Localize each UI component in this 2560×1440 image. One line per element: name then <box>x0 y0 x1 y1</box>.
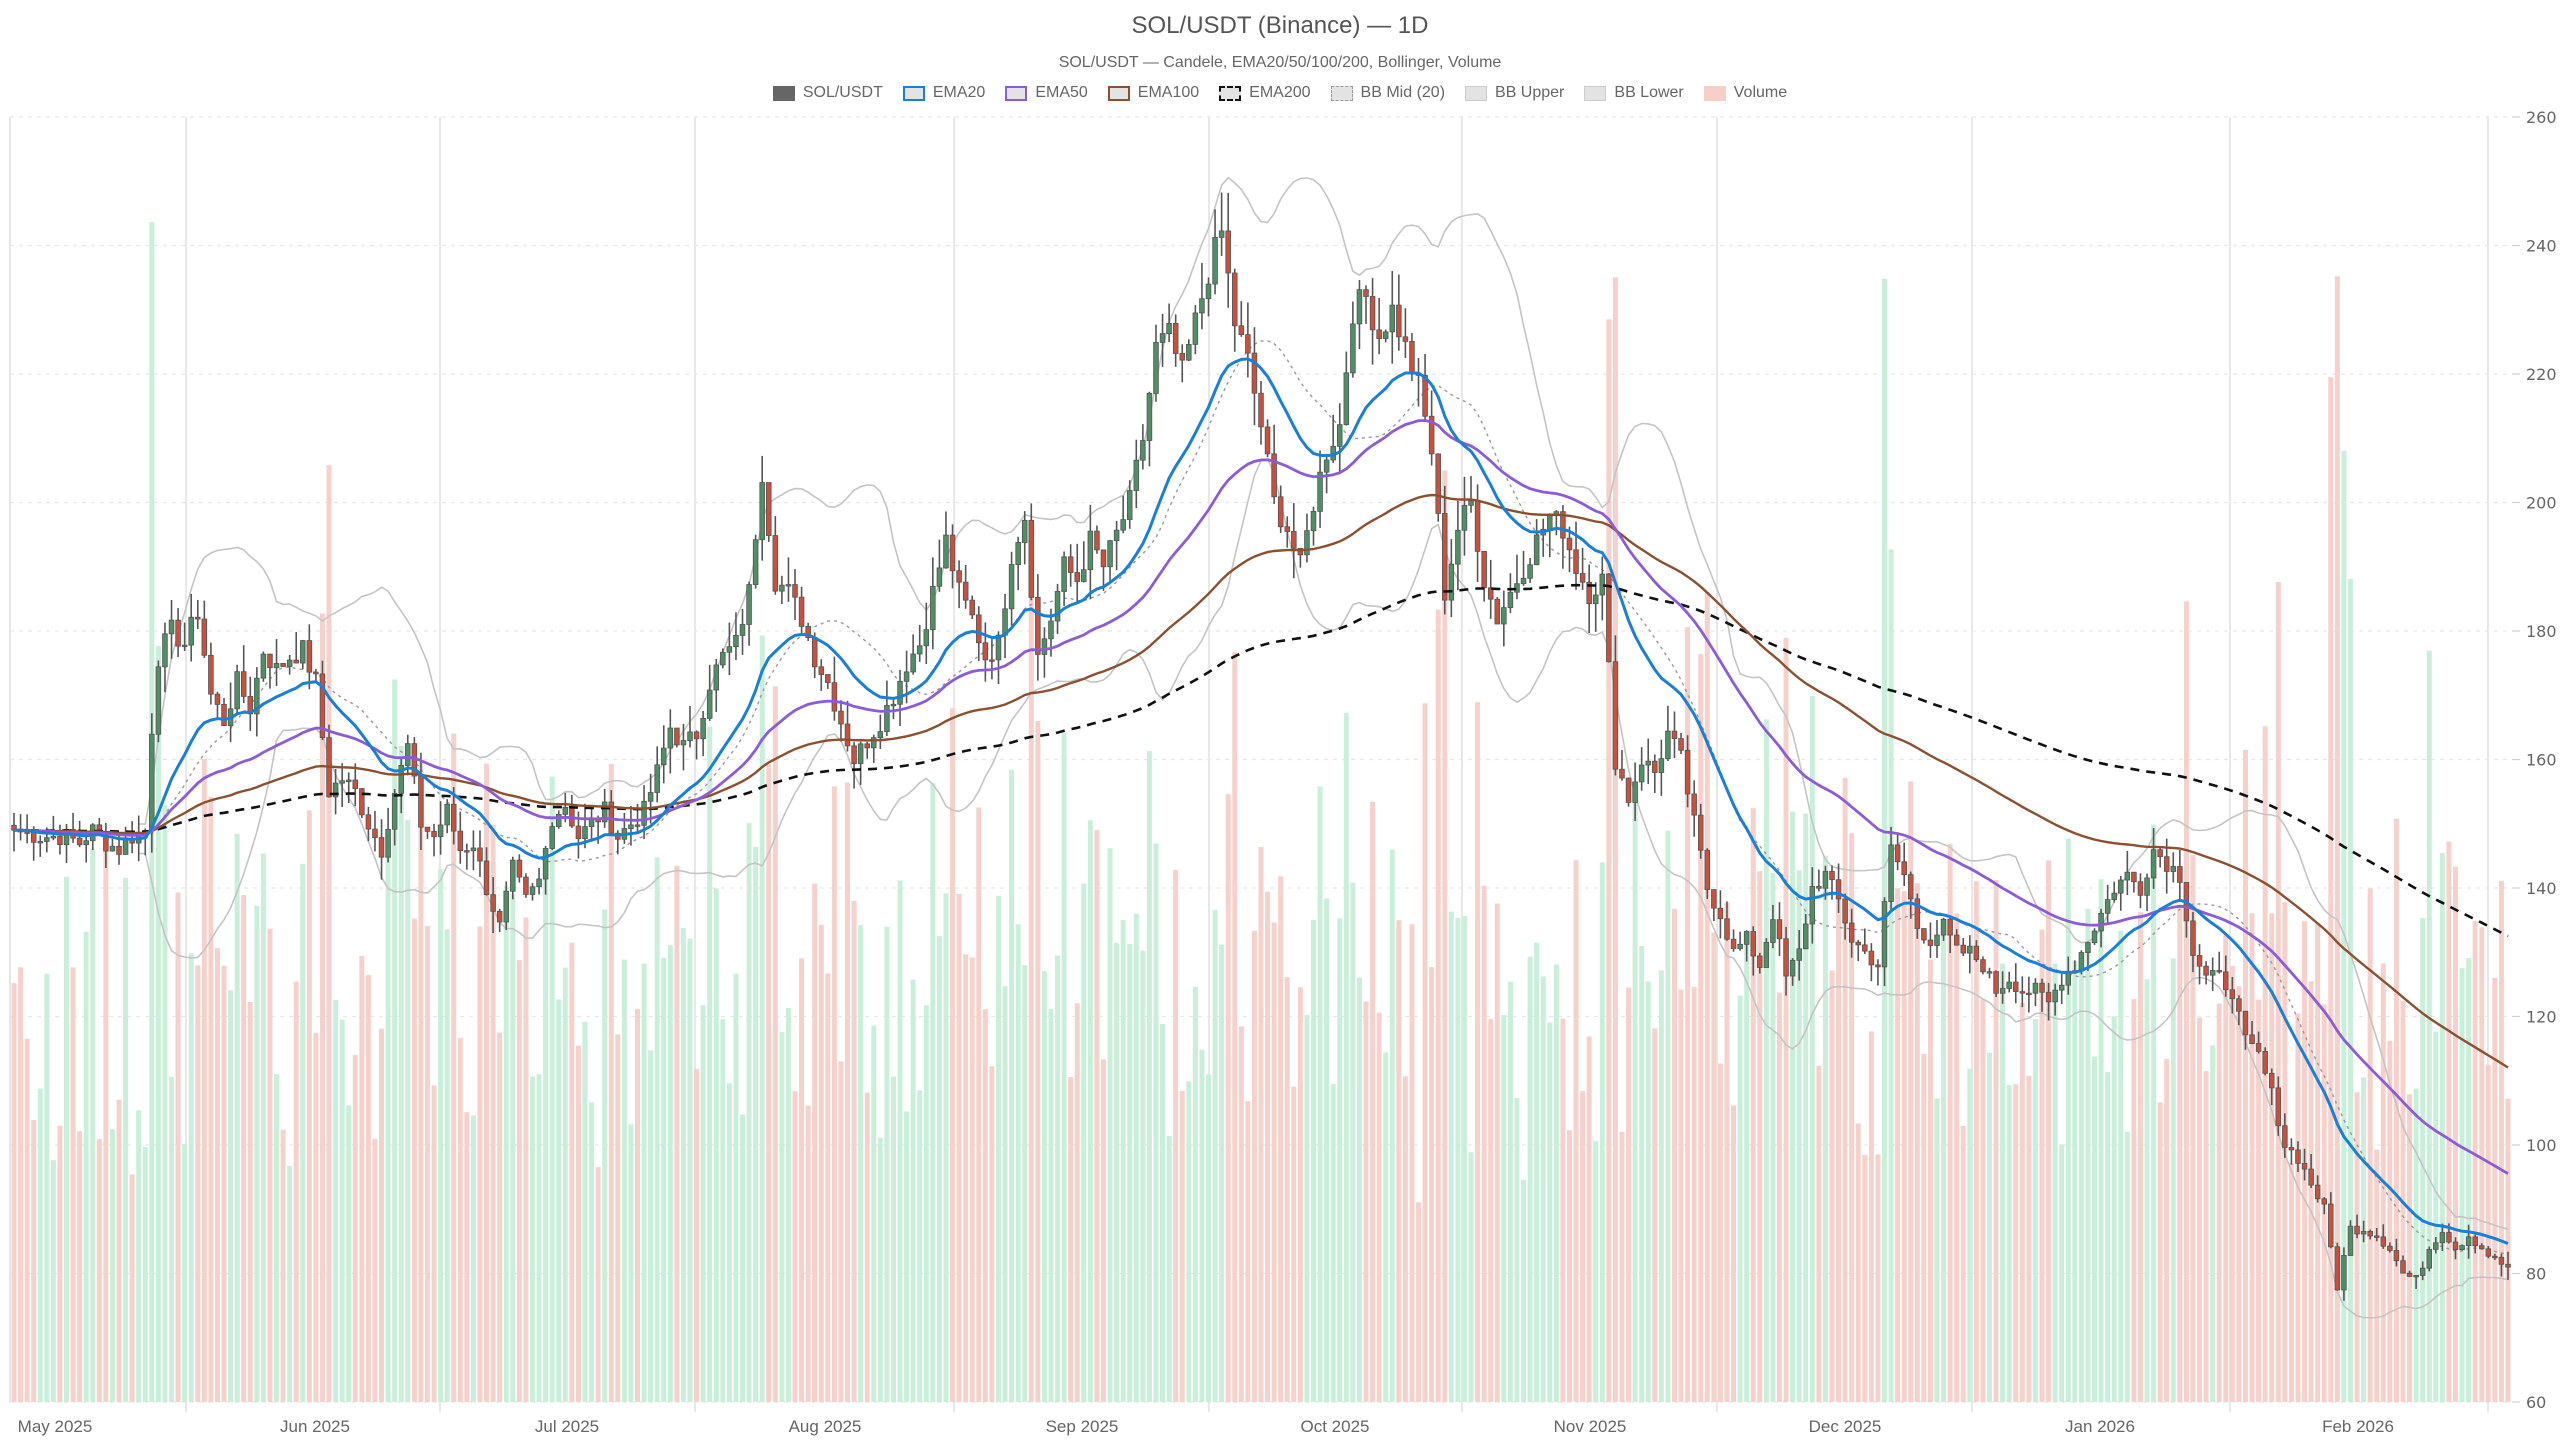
candles-swatch-icon <box>772 85 795 101</box>
legend-item-ema100[interactable]: EMA100 <box>1107 84 1200 102</box>
y-tick-label: 120 <box>2526 1008 2557 1027</box>
legend-label: BB Lower <box>1614 84 1684 101</box>
legend-label: EMA50 <box>1035 84 1088 101</box>
legend-item-ema200[interactable]: EMA200 <box>1219 84 1311 102</box>
y-tick-label: 240 <box>2526 237 2557 256</box>
legend-item-bblow[interactable]: BB Lower <box>1584 84 1684 102</box>
chart-subtitle: SOL/USDT — Candele, EMA20/50/100/200, Bo… <box>1058 54 1502 71</box>
ema20-swatch-icon <box>902 85 925 101</box>
x-tick-label: Jul 2025 <box>535 1417 599 1436</box>
x-tick-label: Nov 2025 <box>1554 1417 1627 1436</box>
bbup-swatch-icon <box>1465 85 1488 101</box>
x-tick-label: Oct 2025 <box>1301 1417 1370 1436</box>
legend-label: EMA200 <box>1249 84 1311 101</box>
bb-lower-line <box>138 458 2509 1319</box>
legend-item-ema20[interactable]: EMA20 <box>902 84 986 102</box>
x-tick-label: Jan 2026 <box>2065 1417 2135 1436</box>
bb-upper-line <box>138 176 2509 1231</box>
legend-item-candles[interactable]: SOL/USDT <box>772 84 883 102</box>
bbmid-swatch-icon <box>1330 85 1353 101</box>
y-tick-label: 260 <box>2526 108 2557 127</box>
x-tick-label: Jun 2025 <box>280 1417 350 1436</box>
legend-label: Volume <box>1733 84 1788 101</box>
legend: SOL/USDT EMA20 EMA50 EMA100 EMA200 BB Mid (20… <box>0 84 2560 102</box>
ema200-swatch-icon <box>1219 85 1242 101</box>
legend-item-bbmid[interactable]: BB Mid (20) <box>1330 84 1446 102</box>
legend-item-volume[interactable]: Volume <box>1703 84 1788 102</box>
y-tick-label: 200 <box>2526 494 2557 513</box>
ema20-line <box>13 357 2509 1245</box>
legend-item-ema50[interactable]: EMA50 <box>1005 84 1088 102</box>
ema50-swatch-icon <box>1005 85 1028 101</box>
x-tick-label: Dec 2025 <box>1809 1417 1882 1436</box>
chart-title: SOL/USDT (Binance) — 1D <box>1131 12 1429 39</box>
legend-label: SOL/USDT <box>802 84 883 101</box>
legend-item-bbup[interactable]: BB Upper <box>1465 84 1564 102</box>
candlesticks <box>11 192 2511 1301</box>
legend-label: EMA100 <box>1137 84 1200 101</box>
y-tick-label: 100 <box>2526 1136 2557 1155</box>
legend-label: EMA20 <box>932 84 986 101</box>
y-tick-label: 60 <box>2526 1393 2546 1412</box>
y-tick-label: 220 <box>2526 365 2557 384</box>
y-tick-label: 160 <box>2526 751 2557 770</box>
x-tick-label: Sep 2025 <box>1046 1417 1119 1436</box>
x-tick-label: Aug 2025 <box>789 1417 862 1436</box>
x-tick-label: Feb 2026 <box>2322 1417 2394 1436</box>
volume-swatch-icon <box>1703 85 1726 101</box>
x-tick-label: May 2025 <box>18 1417 93 1436</box>
x-axis: May 2025 Jun 2025 Jul 2025 Aug 2025 Sep 2025… <box>18 1417 2394 1436</box>
ema100-swatch-icon <box>1107 85 1130 101</box>
y-axis: 60 80 100 120 140 160 180 200 220 240 260 <box>2512 108 2557 1412</box>
bblow-swatch-icon <box>1584 85 1607 101</box>
ema50-line <box>14 419 2509 1175</box>
y-tick-label: 140 <box>2526 879 2557 898</box>
legend-label: BB Mid (20) <box>1360 84 1446 101</box>
y-tick-label: 80 <box>2526 1265 2546 1284</box>
ema100-line <box>14 493 2509 1069</box>
y-tick-label: 180 <box>2526 622 2557 641</box>
ema200-line <box>14 583 2509 938</box>
legend-label: BB Upper <box>1495 84 1565 101</box>
